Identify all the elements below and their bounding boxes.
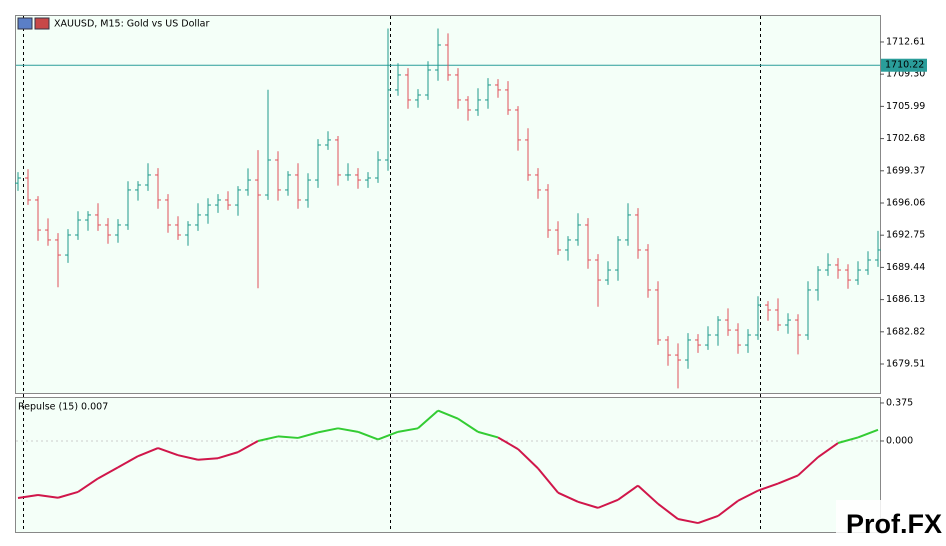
indicator-segment [257,435,279,442]
indicator-segment [717,499,739,517]
y-tick-label: 1696.06 [886,197,925,208]
indicator-segment [317,427,339,434]
current-price-label: 1710.22 [885,60,924,71]
indicator-pane [15,397,881,533]
indicator-segment [17,494,39,500]
indicator-segment [577,500,599,509]
y-tick-label: 1692.75 [886,230,925,241]
indicator-segment [537,467,559,494]
indicator-segment [437,409,459,420]
indicator-segment [177,454,199,461]
indicator-segment [857,428,879,439]
indicator-segment [457,417,479,433]
indicator-segment [137,447,159,458]
indicator-segment [817,442,839,459]
indicator-segment [397,427,419,433]
y-tick-label: 1689.44 [886,262,925,273]
indicator-segment [57,491,79,499]
indicator-segment [337,427,359,433]
y-tick-label: 1679.51 [886,359,925,370]
y-tick-label: 1682.82 [886,326,925,337]
y-tick-label: 1699.37 [886,165,925,176]
y-tick-label: 1702.68 [886,133,925,144]
icon [17,17,33,30]
indicator-segment [277,435,299,439]
y-tick-label: 1686.13 [886,294,925,305]
current-price-box [881,58,927,72]
indicator-segment [297,431,319,439]
y-tick-label: 0.375 [886,397,913,408]
indicator-segment [117,455,139,469]
symbol-icons [17,17,50,30]
y-tick-label: 1712.61 [886,36,925,47]
indicator-segment [637,484,659,505]
indicator-segment [617,484,639,501]
indicator-segment [597,498,619,509]
indicator-segment [97,466,119,480]
y-tick-label: 1709.30 [886,69,925,80]
indicator-segment [837,436,859,444]
indicator-segment [37,494,59,499]
chart-title: XAUUSD, M15: Gold vs US Dollar [54,19,209,30]
indicator-segment [417,409,439,430]
indicator-segment [77,477,99,493]
indicator-segment [697,515,719,525]
indicator-segment [477,430,499,439]
icon [34,17,50,30]
y-tick-label: 1705.99 [886,101,925,112]
indicator-segment [757,482,779,492]
indicator-segment [377,430,399,441]
indicator-segment [777,474,799,485]
indicator-segment [157,447,179,457]
watermark: Prof.FX [846,509,942,539]
indicator-segment [677,518,699,525]
indicator-segment [737,489,759,502]
watermark-bg [836,500,946,546]
indicator-segment [237,440,259,454]
indicator-segment [517,448,539,470]
indicator-segment [197,457,219,461]
indicator-segment [357,430,379,441]
indicator-segment [797,456,819,477]
indicator-title: Repulse (15) 0.007 [18,402,108,413]
indicator-segment [657,503,679,520]
indicator-segment [217,451,239,460]
y-tick-label: 0.000 [886,435,913,446]
marks: 1712.61 1709.30 1705.99 1702.68 1699.37 1696.… [15,28,927,525]
indicator-segment [557,491,579,503]
indicator-segment [497,436,519,450]
